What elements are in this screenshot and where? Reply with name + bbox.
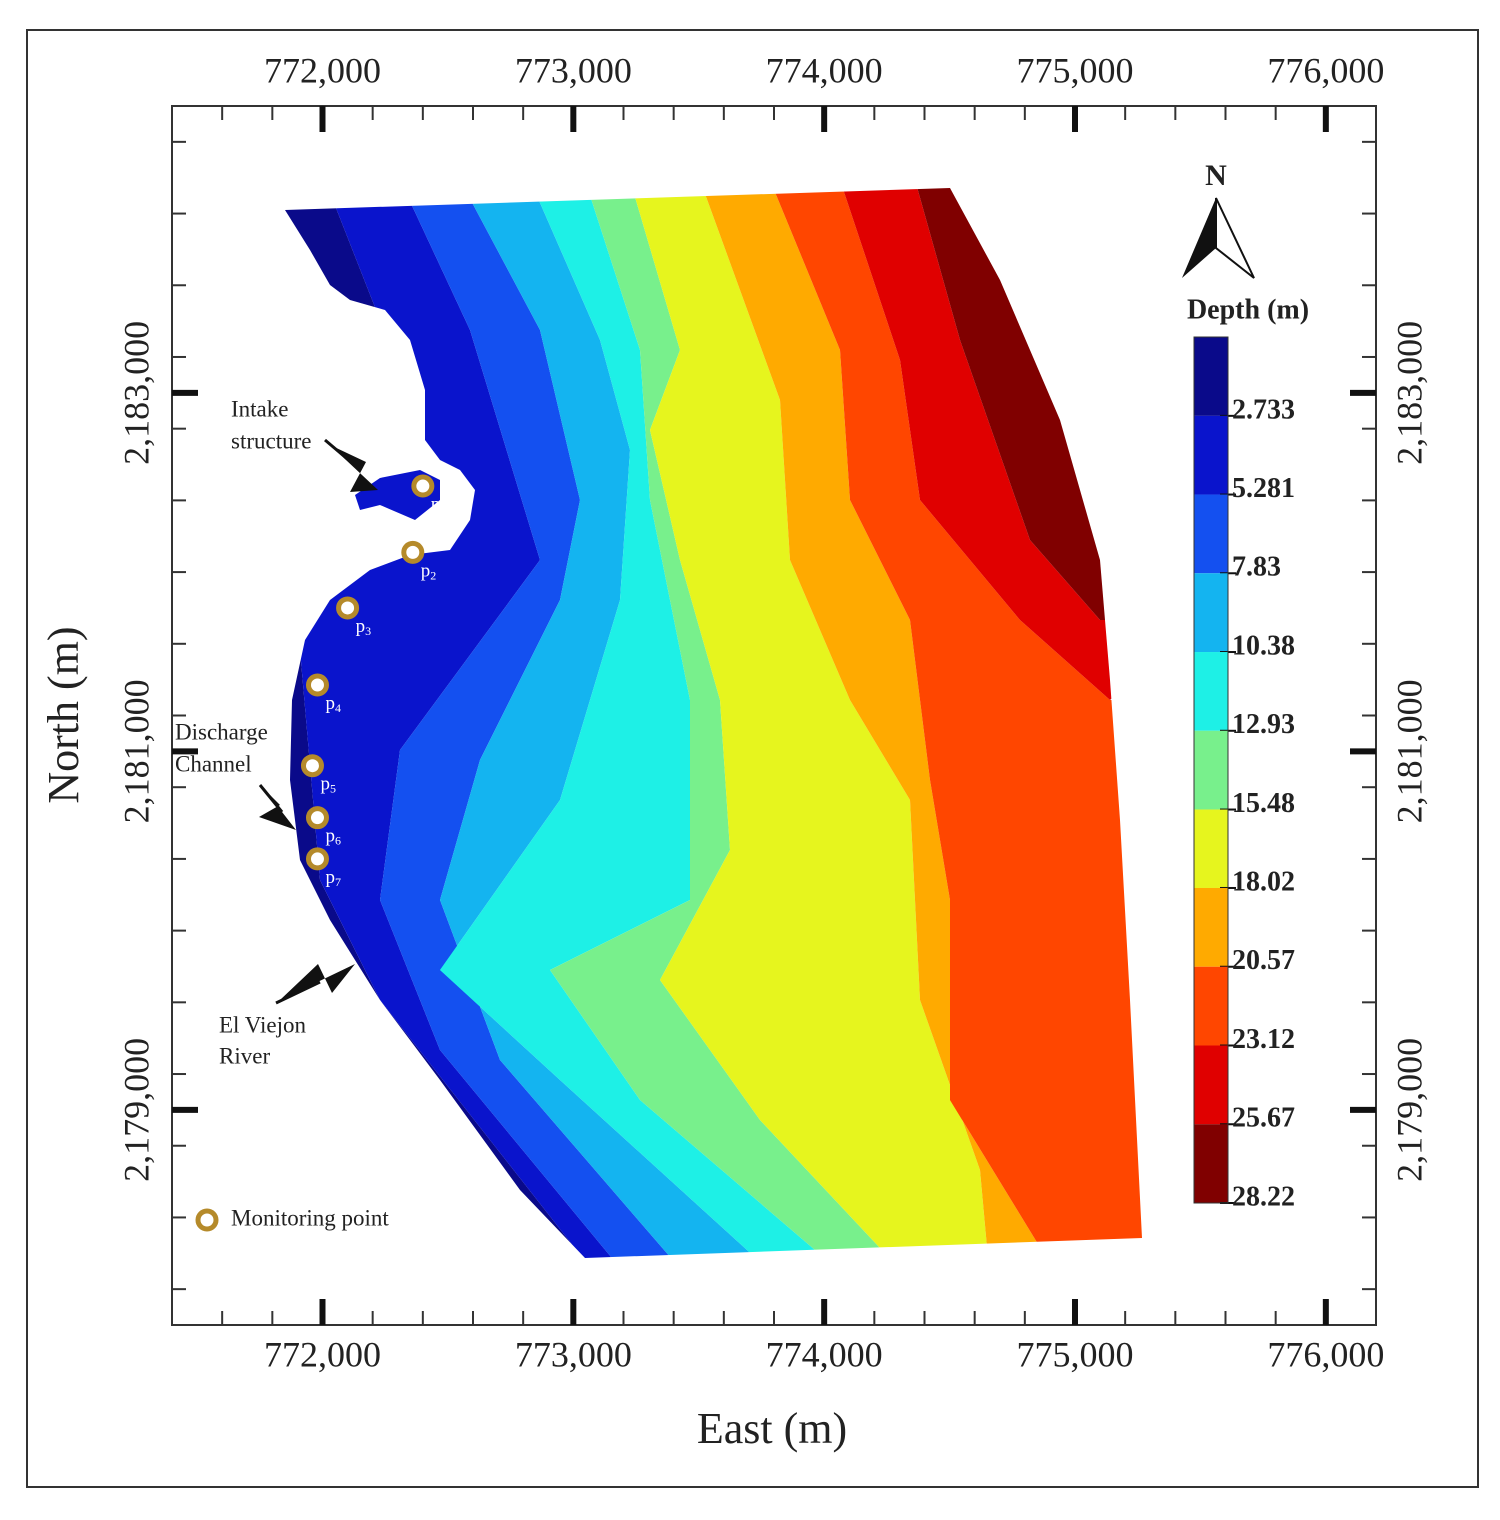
- monitoring-point: [305, 673, 329, 697]
- point-label: p6: [325, 826, 341, 847]
- legend-label: Monitoring point: [231, 1205, 389, 1230]
- depth-band: [700, 188, 1060, 1258]
- monitoring-point: [336, 596, 360, 620]
- annotation: El Viejon: [219, 1012, 306, 1037]
- figure-border: [26, 29, 1479, 1488]
- depth-band: [440, 188, 780, 1258]
- x-tick-label: 776,000: [1267, 50, 1384, 90]
- point-label-sub: 1: [440, 502, 446, 516]
- colorbar-label: 28.22: [1232, 1181, 1295, 1212]
- north-arrow-dark: [1182, 198, 1216, 278]
- x-tick-label: 776,000: [1267, 1334, 1384, 1374]
- point-label-sub: 3: [365, 624, 371, 638]
- colorbar-swatch: [1194, 652, 1228, 731]
- colorbar-swatch: [1194, 1045, 1228, 1125]
- annotation: Channel: [175, 751, 252, 776]
- colorbar-frame: [1193, 336, 1229, 1204]
- colorbar-label: 7.83: [1232, 552, 1281, 583]
- colorbar-label: 10.38: [1232, 630, 1295, 661]
- colorbar-label: 20.57: [1232, 945, 1295, 976]
- colorbar-title: Depth (m): [1187, 294, 1309, 325]
- depth-band: [840, 188, 1142, 700]
- colorbar-label: 2.733: [1232, 394, 1295, 425]
- point-label-sub: 7: [335, 875, 341, 889]
- monitoring-point: [305, 847, 329, 871]
- x-tick-label: 773,000: [515, 1334, 632, 1374]
- x-tick-label: 773,000: [515, 50, 632, 90]
- colorbar-swatch: [1194, 887, 1228, 967]
- depth-band: [550, 188, 910, 1258]
- colorbar-swatch: [1194, 1124, 1228, 1203]
- x-axis-label: East (m): [697, 1404, 847, 1453]
- colorbar-label: 25.67: [1232, 1103, 1295, 1134]
- point-label: p3: [356, 616, 372, 637]
- x-tick-label: 772,000: [264, 50, 381, 90]
- annotation-arrow: [259, 790, 296, 830]
- depth-band: [380, 188, 690, 1258]
- north-arrow-light: [1215, 197, 1255, 279]
- point-label-sub: 6: [335, 833, 341, 847]
- point-label-text: p: [325, 867, 335, 888]
- colorbar-label: 18.02: [1232, 866, 1295, 897]
- y-axis-label: North (m): [39, 626, 88, 803]
- colorbar-swatch: [1194, 337, 1228, 416]
- point-label-sub: 4: [335, 701, 341, 715]
- colorbar-label: 5.281: [1232, 473, 1295, 504]
- depth-bands: [285, 188, 1142, 1258]
- x-tick-label: 772,000: [264, 1334, 381, 1374]
- overlay: 772,000 772,000 773,000 773,000 774,000 774,0…: [39, 50, 1429, 1453]
- point-label-text: p: [421, 561, 431, 582]
- y-tick-label: 2,181,000: [116, 679, 156, 823]
- colorbar-swatch: [1194, 573, 1228, 653]
- point-label-text: p: [320, 774, 330, 795]
- annotation-arrow: [330, 445, 378, 492]
- point-label-text: p: [325, 693, 335, 714]
- annotation: structure: [231, 428, 311, 453]
- arrow-shaft: [275, 980, 321, 1005]
- depth-band: [440, 188, 850, 1258]
- x-tick-label: 774,000: [766, 1334, 883, 1374]
- colorbar-label: 23.12: [1232, 1024, 1295, 1055]
- point-label: p4: [325, 693, 341, 714]
- point-label-text: p: [356, 616, 366, 637]
- colorbar-swatch: [1194, 809, 1228, 888]
- legend-marker: [195, 1208, 219, 1232]
- monitoring-point: [401, 540, 425, 564]
- point-label: p2: [421, 561, 437, 582]
- y-tick-label: 2,181,000: [1389, 679, 1429, 823]
- monitoring-point: [300, 754, 324, 778]
- x-tick-label: 774,000: [766, 50, 883, 90]
- y-tick-label: 2,183,000: [116, 321, 156, 465]
- north-label: N: [1205, 159, 1227, 192]
- arrow-shaft: [324, 438, 359, 470]
- arrow-shaft: [258, 784, 284, 813]
- annotation: Intake: [231, 396, 288, 421]
- y-tick-label: 2,179,000: [116, 1038, 156, 1182]
- y-tick-label: 2,183,000: [1389, 321, 1429, 465]
- depth-band: [630, 188, 990, 1258]
- point-label-sub: 5: [330, 781, 336, 795]
- annotation: River: [219, 1043, 270, 1068]
- colorbar-label: 15.48: [1232, 788, 1295, 819]
- depth-band: [770, 188, 1142, 1258]
- x-tick-label: 775,000: [1017, 50, 1134, 90]
- colorbar-swatch: [1194, 966, 1228, 1046]
- point-label: p7: [325, 867, 341, 888]
- point-label-sub: 2: [430, 568, 436, 582]
- monitoring-point: [411, 474, 435, 498]
- x-tick-label: 775,000: [1017, 1334, 1134, 1374]
- point-label-text: p: [325, 826, 335, 847]
- colorbar-label: 12.93: [1232, 709, 1295, 740]
- point-label-text: p: [431, 494, 441, 515]
- point-label: p5: [320, 774, 336, 795]
- colorbar-swatch: [1194, 415, 1228, 495]
- colorbar-swatch: [1194, 494, 1228, 574]
- y-tick-label: 2,179,000: [1389, 1038, 1429, 1182]
- monitoring-point: [305, 806, 329, 830]
- annotation: Discharge: [175, 719, 268, 744]
- point-label: p1: [431, 494, 447, 515]
- colorbar-swatch: [1194, 730, 1228, 810]
